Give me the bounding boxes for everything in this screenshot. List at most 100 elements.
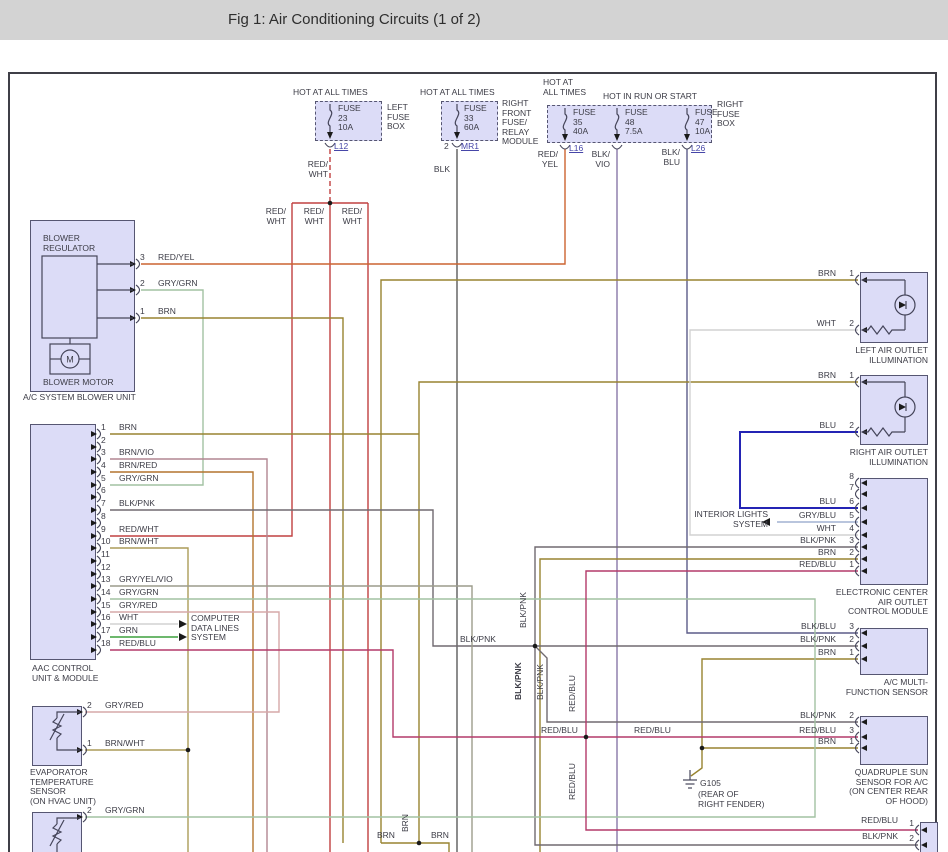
pin-arrow-icon	[91, 609, 97, 615]
pin-wire-label: GRY/GRN	[158, 278, 198, 288]
pin-arc-icon	[96, 606, 102, 618]
pin-arrow-icon	[861, 556, 867, 562]
pin-wire-label: GRY/GRN	[119, 473, 159, 483]
pin-wire-label: BRN	[119, 422, 137, 432]
wire-label: HOT AT ALL TIMES	[293, 87, 368, 97]
pin-number: 1	[140, 306, 145, 316]
pin-arrow-icon	[91, 634, 97, 640]
wire-label: RED/BLU	[567, 763, 577, 800]
pin-wire-label: BRN/RED	[119, 460, 158, 470]
pin-arrow-icon	[91, 545, 97, 551]
pin-arrow-icon	[91, 469, 97, 475]
pin-number: 1	[909, 818, 914, 828]
pin-arc-icon	[914, 839, 920, 851]
ac-multi-function-sensor-label: A/C MULTI- FUNCTION SENSOR	[845, 677, 928, 697]
pin-number: 16	[101, 612, 111, 622]
pin-number: 1	[87, 738, 92, 748]
pin-number: 3	[101, 447, 106, 457]
fuse-icon	[562, 108, 568, 135]
fuse-exit-arrow-icon	[562, 134, 568, 141]
connector-link[interactable]: L12	[334, 141, 349, 151]
pin-number: 5	[849, 510, 854, 520]
pin-wire-label: RED/WHT	[119, 524, 159, 534]
wire-label: RED/BLU	[634, 725, 671, 735]
junction-dot	[532, 643, 538, 649]
fuse-exit-arrow-icon	[454, 132, 460, 139]
wire-label: RED/BLU	[861, 815, 898, 825]
wire-blk-pnk	[534, 546, 918, 846]
pin-arc-icon	[96, 491, 102, 503]
wire-wht	[689, 329, 858, 536]
pin-wire-label: BLK/BLU	[801, 621, 836, 631]
wire-label: BLK/PNK	[513, 662, 523, 700]
right-front-fuse-relay-module-box	[441, 101, 498, 141]
wire-label: BLOWER MOTOR	[43, 377, 114, 387]
wire-label: FUSE 35 40A	[573, 107, 596, 136]
ground-location-label: (REAR OF RIGHT FENDER)	[698, 789, 765, 809]
blower-regulator-box	[41, 255, 98, 339]
wire-red-blu	[110, 649, 858, 738]
right-air-outlet-illumination-box	[860, 375, 928, 445]
pin-number: 2	[140, 278, 145, 288]
wire-label: FUSE 23 10A	[338, 103, 361, 132]
wire-label: RIGHT FUSE BOX	[717, 99, 744, 128]
pin-number: 14	[101, 587, 111, 597]
pin-arc-icon	[96, 530, 102, 542]
wire-label: RED/BLU	[567, 675, 577, 712]
wire-brn	[418, 381, 858, 843]
connector-link[interactable]: MR1	[461, 141, 479, 151]
pin-wire-label: BLK/PNK	[800, 535, 836, 545]
pin-wire-label: GRY/RED	[105, 700, 144, 710]
pin-arrow-icon	[91, 583, 97, 589]
pin-arrow-icon	[91, 482, 97, 488]
wire-label: BLK	[433, 164, 450, 174]
pin-arrow-icon	[91, 431, 97, 437]
connector-link[interactable]: L16	[569, 143, 584, 153]
wire-label: BRN	[431, 830, 449, 840]
right-air-outlet-illumination-label: RIGHT AIR OUTLET ILLUMINATION	[849, 447, 928, 467]
pin-arc-icon	[96, 568, 102, 580]
pin-wire-label: GRY/GRN	[105, 805, 145, 815]
pin-number: 3	[849, 621, 854, 631]
pin-arc-icon	[854, 553, 860, 565]
left-air-outlet-illumination-box	[860, 272, 928, 343]
pin-arrow-icon	[861, 643, 867, 649]
pin-arrow-icon	[91, 621, 97, 627]
pin-number: 10	[101, 536, 111, 546]
pin-arrow-icon	[861, 544, 867, 550]
pin-arc-icon	[854, 716, 860, 728]
pin-wire-label: BLU	[819, 496, 836, 506]
pin-wire-label: GRY/GRN	[119, 587, 159, 597]
pin-arc-icon	[854, 627, 860, 639]
wire-brn-vio	[110, 458, 268, 852]
pin-arrow-icon	[861, 532, 867, 538]
pin-arc-icon	[854, 488, 860, 500]
figure-title: Fig 1: Air Conditioning Circuits (1 of 2…	[228, 11, 481, 28]
wire-label: HOT AT ALL TIMES	[420, 87, 495, 97]
system-arrow-icon	[179, 620, 187, 628]
pin-wire-label: BRN	[818, 736, 836, 746]
right-fuse-box-box	[547, 105, 712, 143]
pin-arrow-icon	[91, 647, 97, 653]
pin-wire-label: BRN/VIO	[119, 447, 154, 457]
pin-arc-icon	[96, 466, 102, 478]
pin-number: 4	[849, 523, 854, 533]
pin-wire-label: BLK/PNK	[800, 634, 836, 644]
system-arrow-icon	[762, 518, 770, 526]
pin-number: 5	[101, 473, 106, 483]
pin-wire-label: BRN	[818, 647, 836, 657]
title-bar: Fig 1: Air Conditioning Circuits (1 of 2…	[0, 0, 948, 40]
wire-gry-yel-vio	[110, 585, 473, 852]
pin-number: 7	[101, 498, 106, 508]
pin-arrow-icon	[861, 745, 867, 751]
connector-link[interactable]: L26	[691, 143, 706, 153]
thermistor-lead	[56, 817, 80, 824]
pin-number: 3	[849, 535, 854, 545]
pin-arc-icon	[914, 824, 920, 836]
pin-number: 9	[101, 524, 106, 534]
wire-gry-grn	[85, 598, 816, 818]
aac-control-unit-module-label: AAC CONTROL UNIT & MODULE	[32, 663, 99, 683]
pin-number: 1	[849, 268, 854, 278]
quadruple-sun-sensor-box	[860, 716, 928, 765]
wire-brn	[380, 279, 858, 843]
